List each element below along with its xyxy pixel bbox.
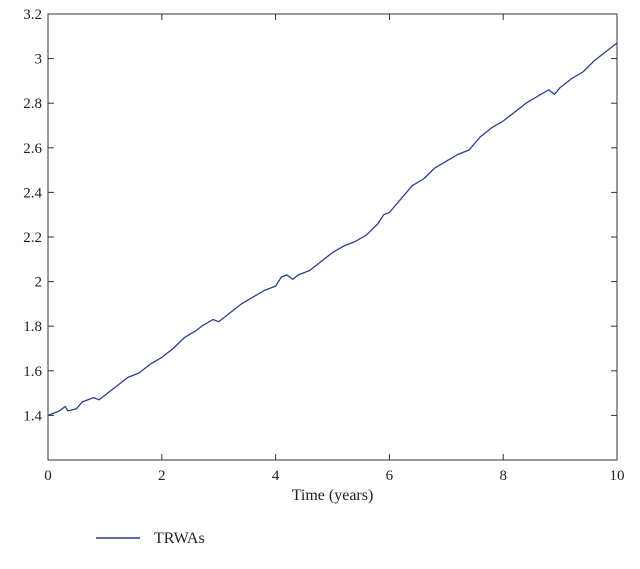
legend-label-trwas: TRWAs	[154, 530, 205, 547]
y-tick-label: 2.8	[23, 96, 42, 112]
y-tick-label: 3	[35, 52, 43, 68]
series-line-trwas	[47, 42, 618, 417]
x-tick-label: 8	[499, 468, 507, 484]
plot-area: 0 2 4 6 8 10 1.4 1.6 1.8 2 2.2 2.4 2.6 2.8 3 3.2	[23, 7, 624, 484]
x-tick-label: 2	[158, 468, 166, 484]
legend: TRWAs	[96, 530, 205, 547]
y-tick-label: 2.4	[23, 185, 42, 201]
y-tick-label: 2.6	[23, 141, 42, 157]
y-tick-label: 1.6	[23, 364, 42, 380]
y-tick-label: 2.2	[23, 230, 42, 246]
y-tick-label: 2	[35, 275, 43, 291]
axes-frame	[47, 13, 618, 461]
y-tick-label: 1.8	[23, 319, 42, 335]
x-tick-label: 10	[610, 468, 625, 484]
x-tick-label: 4	[272, 468, 280, 484]
y-tick-label: 3.2	[23, 7, 42, 23]
x-axis-label: Time (years)	[292, 487, 374, 504]
y-tick-label: 1.4	[23, 408, 42, 424]
x-tick-label: 0	[44, 468, 52, 484]
x-tick-label: 6	[386, 468, 394, 484]
